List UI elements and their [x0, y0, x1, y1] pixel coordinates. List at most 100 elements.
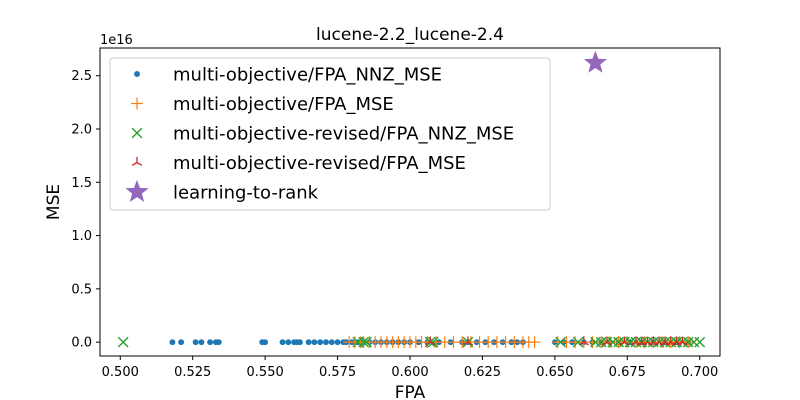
x-tick-label: 0.625 — [464, 365, 501, 380]
marker-dot — [262, 339, 269, 346]
marker-stroke — [606, 341, 613, 346]
chart-title: lucene-2.2_lucene-2.4 — [316, 25, 504, 45]
x-tick-label: 0.650 — [536, 365, 573, 380]
x-tick-label: 0.675 — [609, 365, 646, 380]
data-point — [583, 50, 607, 73]
marker-stroke — [665, 341, 672, 346]
legend-label: multi-objective/FPA_NNZ_MSE — [173, 65, 442, 86]
marker-stroke — [659, 341, 666, 346]
plot-area — [117, 50, 706, 349]
data-point — [601, 336, 613, 346]
data-point — [192, 339, 199, 346]
marker-dot — [169, 339, 176, 346]
marker-dot — [317, 339, 324, 346]
data-point — [296, 339, 303, 346]
series-0 — [169, 339, 692, 346]
marker-star — [583, 50, 607, 73]
legend-label: multi-objective/FPA_MSE — [173, 94, 394, 115]
marker-stroke — [601, 341, 608, 346]
marker-dot — [178, 339, 185, 346]
data-point — [572, 336, 584, 348]
legend-item: multi-objective-revised/FPA_MSE — [131, 153, 466, 174]
data-point — [323, 339, 329, 346]
legend-label: multi-objective-revised/FPA_NNZ_MSE — [173, 124, 514, 145]
marker-dot — [323, 339, 329, 346]
marker-stroke — [624, 341, 630, 346]
marker-dot — [285, 339, 292, 346]
legend-item: learning-to-rank — [125, 179, 319, 204]
marker-dot — [334, 339, 341, 346]
data-point — [578, 336, 590, 346]
legend-marker — [131, 127, 143, 139]
data-point — [178, 339, 185, 346]
marker-stroke — [642, 341, 648, 346]
ticks: 0.500 0.525 0.550 0.575 0.600 0.625 0.650 0.675… — [71, 69, 718, 380]
marker-stroke — [671, 341, 677, 346]
marker-dot — [192, 339, 199, 346]
data-point — [207, 339, 214, 346]
y-tick-label: 0.5 — [71, 282, 92, 297]
y-tick-label: 1.5 — [71, 176, 92, 191]
data-point — [317, 339, 324, 346]
data-point — [285, 339, 292, 346]
marker-stroke — [583, 341, 590, 346]
marker-dot — [134, 71, 140, 77]
data-point — [555, 336, 567, 348]
legend-marker — [131, 156, 143, 166]
marker-stroke — [677, 341, 683, 346]
x-tick-label: 0.700 — [681, 365, 718, 380]
data-point — [462, 336, 474, 346]
marker-stroke — [653, 341, 660, 346]
series-4 — [583, 50, 607, 73]
marker-dot — [305, 339, 312, 346]
marker-stroke — [136, 161, 143, 166]
marker-stroke — [425, 341, 431, 346]
marker-stroke — [636, 341, 643, 346]
x-tick-label: 0.575 — [319, 365, 356, 380]
legend-marker — [131, 97, 143, 110]
legend: multi-objective/FPA_NNZ_MSE multi-objecti… — [109, 57, 551, 211]
data-point — [117, 336, 129, 348]
data-point — [694, 336, 706, 348]
y-tick-label: 0.0 — [71, 336, 92, 351]
legend-label: multi-objective-revised/FPA_MSE — [173, 153, 466, 174]
data-point — [677, 336, 688, 346]
marker-stroke — [467, 341, 474, 346]
data-point — [425, 336, 436, 346]
marker-stroke — [694, 336, 706, 348]
marker-dot — [279, 339, 286, 346]
marker-star — [125, 179, 149, 202]
data-point — [311, 339, 318, 346]
marker-stroke — [572, 336, 584, 348]
marker-stroke — [555, 336, 567, 348]
data-point — [528, 336, 541, 349]
data-point — [334, 339, 341, 346]
legend-item: multi-objective/FPA_MSE — [131, 94, 394, 115]
marker-stroke — [578, 341, 585, 346]
data-point — [619, 336, 630, 346]
series-3 — [425, 336, 688, 346]
legend-marker — [125, 179, 149, 202]
marker-stroke — [682, 341, 688, 346]
data-point — [169, 339, 176, 346]
marker-stroke — [427, 336, 439, 348]
marker-stroke — [648, 341, 654, 346]
legend-item: multi-objective/FPA_NNZ_MSE — [134, 65, 442, 86]
x-tick-label: 0.550 — [247, 365, 284, 380]
marker-stroke — [131, 161, 138, 166]
marker-dot — [207, 339, 214, 346]
y-tick-label: 1.0 — [71, 229, 92, 244]
data-point — [361, 336, 372, 348]
data-point — [358, 336, 370, 348]
data-point — [279, 339, 286, 346]
x-tick-label: 0.525 — [174, 365, 211, 380]
legend-label: learning-to-rank — [173, 183, 319, 204]
marker-dot — [296, 339, 303, 346]
legend-item: multi-objective-revised/FPA_NNZ_MSE — [131, 124, 514, 145]
marker-stroke — [630, 341, 637, 346]
legend-marker — [134, 71, 140, 77]
y-tick-label: 2.5 — [71, 69, 92, 84]
marker-stroke — [131, 127, 143, 139]
legend-frame — [109, 57, 551, 211]
